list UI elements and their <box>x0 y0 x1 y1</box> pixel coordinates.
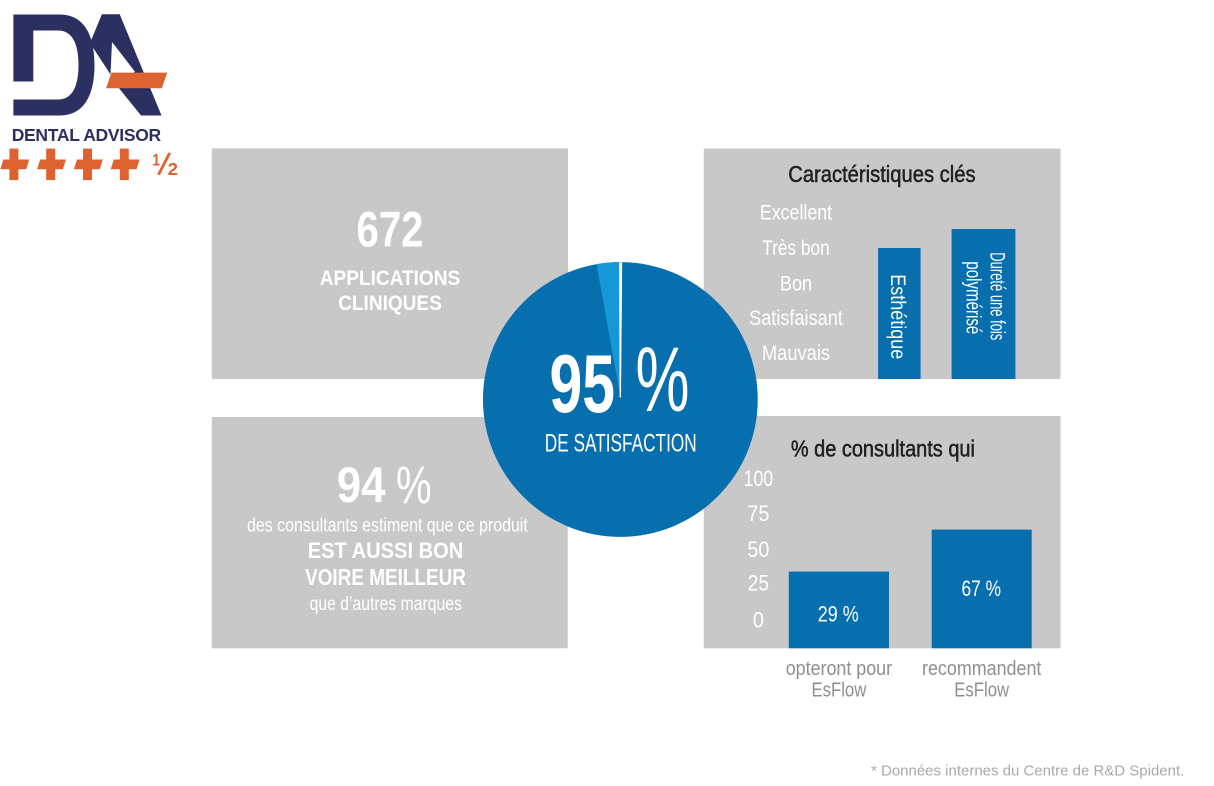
svg-text:Caractéristiques clés: Caractéristiques clés <box>788 161 975 187</box>
svg-text:50: 50 <box>747 537 769 562</box>
svg-text:Excellent: Excellent <box>760 202 832 225</box>
svg-text:Satisfaisant: Satisfaisant <box>749 307 843 330</box>
svg-text:25: 25 <box>748 570 769 595</box>
svg-text:2: 2 <box>168 159 179 179</box>
svg-text:%: % <box>396 456 432 515</box>
svg-text:recommandent: recommandent <box>922 658 1042 680</box>
svg-text:Dureté une fois: Dureté une fois <box>986 252 1009 340</box>
svg-text:1: 1 <box>152 151 160 170</box>
svg-text:%: % <box>636 329 690 431</box>
svg-text:Très bon: Très bon <box>762 237 829 260</box>
svg-text:Mauvais: Mauvais <box>762 342 830 365</box>
svg-text:94: 94 <box>337 457 386 513</box>
svg-text:Bon: Bon <box>780 272 812 295</box>
svg-text:0: 0 <box>753 607 764 632</box>
svg-text:% de consultants qui: % de consultants qui <box>791 436 975 462</box>
svg-text:EsFlow: EsFlow <box>811 680 866 702</box>
svg-text:EsFlow: EsFlow <box>954 680 1009 702</box>
svg-text:que d’autres marques: que d’autres marques <box>310 594 462 615</box>
svg-text:DENTAL ADVISOR: DENTAL ADVISOR <box>12 125 162 145</box>
svg-text:Esthétique: Esthétique <box>886 274 909 359</box>
svg-text:polymérisé: polymérisé <box>962 261 985 334</box>
svg-text:APPLICATIONS: APPLICATIONS <box>320 267 460 290</box>
svg-text:opteront pour: opteront pour <box>786 658 893 680</box>
svg-text:EST AUSSI BON: EST AUSSI BON <box>308 538 464 563</box>
svg-text:* Données internes du Centre d: * Données internes du Centre de R&D Spid… <box>871 763 1184 780</box>
svg-text:VOIRE MEILLEUR: VOIRE MEILLEUR <box>305 564 466 590</box>
svg-text:des consultants estiment que c: des consultants estiment que ce produit <box>247 516 528 537</box>
svg-text:67 %: 67 % <box>962 576 1002 601</box>
svg-text:29 %: 29 % <box>818 601 859 626</box>
svg-text:100: 100 <box>744 466 774 491</box>
svg-text:95: 95 <box>550 337 616 430</box>
svg-text:CLINIQUES: CLINIQUES <box>338 292 442 315</box>
svg-text:672: 672 <box>357 202 424 258</box>
svg-text:DE SATISFACTION: DE SATISFACTION <box>545 430 697 458</box>
svg-text:75: 75 <box>747 501 769 526</box>
